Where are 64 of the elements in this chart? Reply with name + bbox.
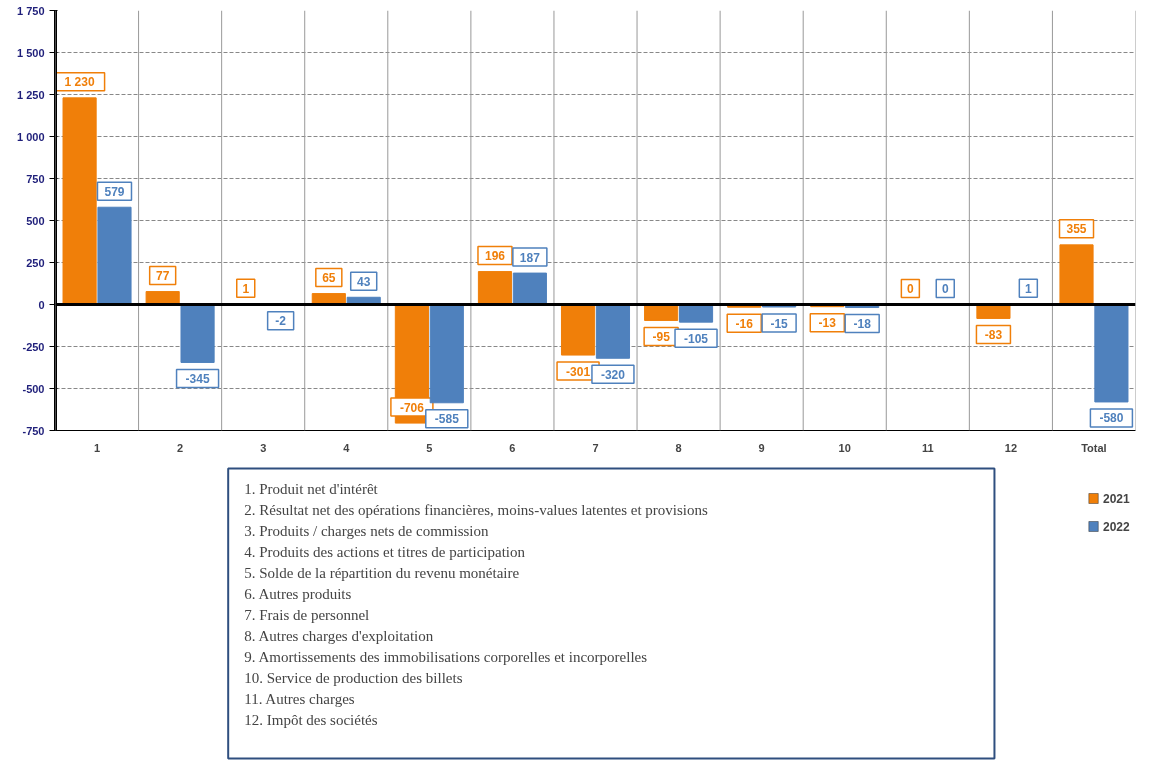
data-label: -2: [275, 314, 287, 329]
data-label: -585: [434, 412, 460, 427]
x-tick-label: 11: [921, 441, 934, 454]
text: 6. Autres produits: [244, 585, 352, 602]
data-label: 43: [357, 274, 371, 289]
x-tick-label: 10: [838, 441, 851, 454]
y-tick-label: 250: [26, 256, 45, 269]
x-tick-label: 9: [758, 441, 765, 454]
data-label: 187: [519, 250, 541, 265]
text: 2. Résultat net des opérations financières, moins-values latentes et provisions: [244, 501, 709, 518]
text: 11. Autres charges: [244, 690, 355, 707]
x-tick-label: 12: [1004, 441, 1018, 454]
data-label: -706: [399, 400, 425, 415]
x-tick-label: 7: [592, 441, 599, 454]
data-label: -95: [652, 329, 671, 344]
text: 3. Produits / charges nets de commission: [244, 522, 490, 539]
data-label: -345: [185, 371, 210, 386]
legend-label: 2021: [1102, 492, 1130, 506]
text: 7. Frais de personnel: [244, 606, 370, 623]
data-label: -15: [770, 316, 789, 331]
x-tick-label: 8: [675, 441, 682, 454]
data-label: -16: [735, 316, 754, 331]
data-label: -320: [600, 367, 626, 382]
y-tick-label: 1 250: [16, 88, 45, 101]
x-tick-label: 4: [343, 441, 351, 454]
data-label: -83: [984, 327, 1003, 342]
text: 12. Impôt des sociétés: [244, 711, 378, 728]
data-label: 196: [484, 249, 506, 264]
x-tick-label: 3: [260, 441, 267, 454]
x-tick-label: 6: [509, 441, 516, 454]
y-tick-label: 500: [26, 214, 45, 227]
legend-label: 2022: [1102, 520, 1130, 534]
text: 8. Autres charges d'exploitation: [244, 627, 434, 644]
data-label: 65: [322, 271, 336, 286]
y-tick-label: 1 000: [16, 130, 45, 143]
text: 1. Produit net d'intérêt: [244, 480, 379, 497]
y-tick-label: -750: [22, 424, 45, 437]
data-label: -580: [1099, 411, 1124, 426]
data-label: 1: [242, 281, 250, 296]
data-label: -105: [684, 331, 709, 346]
data-label: -301: [566, 364, 591, 379]
text: 4. Produits des actions et titres de participation: [244, 543, 526, 560]
x-tick-label: Total: [1081, 441, 1107, 454]
data-label: 355: [1066, 222, 1087, 237]
x-tick-label: 1: [93, 441, 101, 454]
y-tick-label: -500: [22, 382, 45, 395]
data-label: -13: [818, 316, 837, 331]
data-label: 1 230: [64, 74, 95, 89]
y-tick-label: 1 500: [16, 46, 45, 59]
data-label: 579: [104, 184, 125, 199]
y-tick-label: -250: [22, 340, 45, 353]
text: 5. Solde de la répartition du revenu monétaire: [244, 564, 520, 581]
data-label: -18: [853, 317, 872, 332]
y-tick-label: 0: [38, 298, 45, 311]
data-label: 0: [941, 282, 949, 296]
text: 10. Service de production des billets: [244, 669, 463, 686]
data-label: 0: [907, 282, 915, 296]
data-label: 1: [1024, 281, 1032, 296]
x-tick-label: 5: [426, 441, 433, 454]
x-tick-label: 2: [177, 441, 184, 454]
data-label: 77: [156, 269, 170, 284]
y-tick-label: 750: [26, 172, 45, 185]
y-tick-label: 1 750: [16, 4, 45, 17]
text: 9. Amortissements des immobilisations corporelles et incorporelles: [244, 648, 648, 665]
